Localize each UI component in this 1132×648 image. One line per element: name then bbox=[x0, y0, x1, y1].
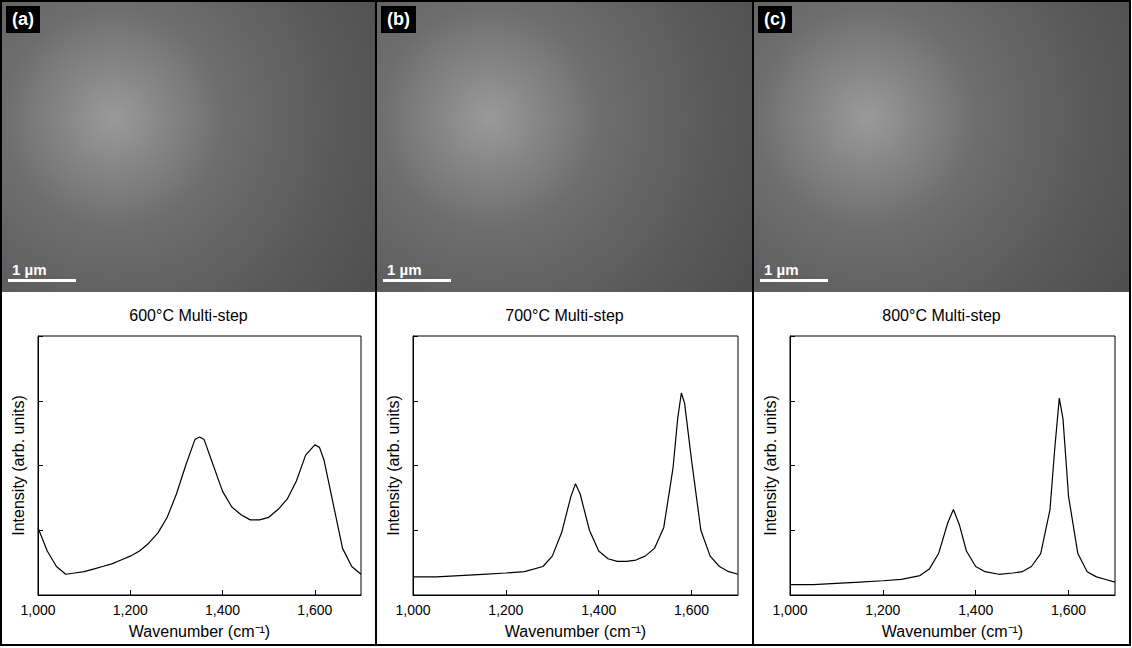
svg-text:1,400: 1,400 bbox=[958, 602, 993, 618]
html-text:(c): (c) bbox=[764, 9, 786, 29]
svg-text:1,600: 1,600 bbox=[674, 602, 709, 618]
svg-text:700°C Multi-step: 700°C Multi-step bbox=[505, 307, 624, 324]
html-text:(a): (a) bbox=[12, 9, 34, 29]
svg-text:Wavenumber (cm⁻¹): Wavenumber (cm⁻¹) bbox=[505, 623, 646, 640]
svg-text:Wavenumber (cm⁻¹): Wavenumber (cm⁻¹) bbox=[129, 623, 270, 640]
svg-text:800°C Multi-step: 800°C Multi-step bbox=[882, 307, 1001, 324]
svg-text:Intensity (arb. units): Intensity (arb. units) bbox=[10, 395, 27, 536]
svg-text:1,000: 1,000 bbox=[772, 602, 807, 618]
svg-text:600°C Multi-step: 600°C Multi-step bbox=[129, 307, 248, 324]
svg-text:1,600: 1,600 bbox=[1051, 602, 1086, 618]
svg-text:1,400: 1,400 bbox=[205, 602, 240, 618]
svg-text:1,200: 1,200 bbox=[488, 602, 523, 618]
svg-text:1,600: 1,600 bbox=[297, 602, 332, 618]
svg-text:1,000: 1,000 bbox=[20, 602, 55, 618]
svg-text:Intensity (arb. units): Intensity (arb. units) bbox=[762, 395, 779, 536]
svg-text:1,400: 1,400 bbox=[581, 602, 616, 618]
html-text:1 µm: 1 µm bbox=[12, 261, 47, 278]
svg-text:1,000: 1,000 bbox=[395, 602, 430, 618]
svg-text:1,200: 1,200 bbox=[865, 602, 900, 618]
svg-text:1,200: 1,200 bbox=[113, 602, 148, 618]
html-text:1 µm: 1 µm bbox=[387, 261, 422, 278]
svg-text:Intensity (arb. units): Intensity (arb. units) bbox=[385, 395, 402, 536]
svg-text:Wavenumber (cm⁻¹): Wavenumber (cm⁻¹) bbox=[882, 623, 1023, 640]
html-text:1 µm: 1 µm bbox=[764, 261, 799, 278]
html-text:(b): (b) bbox=[387, 9, 410, 29]
